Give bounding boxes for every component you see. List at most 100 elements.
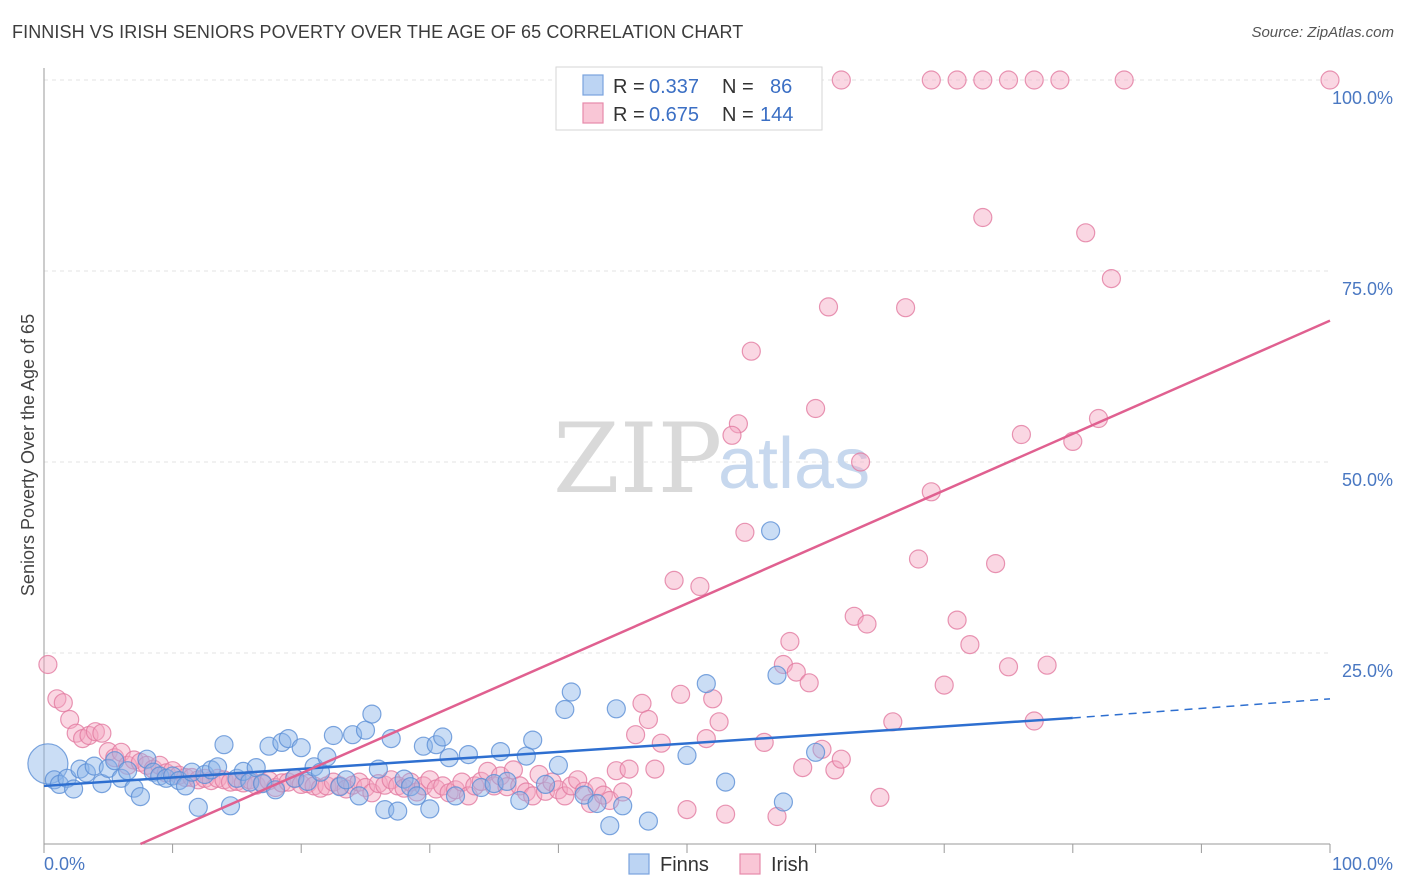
trend-lines <box>43 319 1331 846</box>
irish-point <box>895 298 916 318</box>
finns-point <box>111 768 131 788</box>
irish-point <box>735 522 755 542</box>
finns-point <box>490 741 511 762</box>
bottom-legend: Finns Irish <box>628 853 809 876</box>
irish-point <box>555 786 575 806</box>
finns-point <box>27 743 69 785</box>
irish-point <box>793 757 813 778</box>
finns-point <box>188 797 208 817</box>
irish-point <box>973 70 993 90</box>
irish-point <box>1320 70 1340 90</box>
finns-point <box>130 786 150 807</box>
irish-point <box>831 70 851 90</box>
y-axis-title: Seniors Poverty Over the Age of 65 <box>18 314 38 596</box>
irish-point <box>613 782 633 802</box>
irish-point <box>831 749 851 769</box>
finns-point <box>523 730 543 750</box>
finns-point <box>805 742 826 762</box>
finns-point <box>246 757 266 778</box>
finns-point <box>105 751 125 771</box>
legend-n-value-irish: 144 <box>760 104 793 126</box>
irish-point <box>92 723 112 743</box>
irish-point <box>1076 223 1096 243</box>
irish-point <box>1037 655 1057 675</box>
bottom-legend-swatch-irish <box>739 853 761 875</box>
finns-point <box>84 756 104 776</box>
legend-r-value-irish: 0.675 <box>649 104 699 126</box>
y-tick-label-3: 100.0% <box>1332 88 1393 108</box>
irish-point <box>741 341 761 361</box>
irish-point <box>664 570 684 591</box>
y-tick-label-1: 50.0% <box>1342 470 1393 490</box>
irish-point <box>947 70 967 90</box>
irish-point <box>85 722 106 742</box>
watermark-atlas: atlas <box>718 424 870 504</box>
irish-point <box>960 634 980 655</box>
irish-point <box>850 452 871 472</box>
finns-point <box>291 738 311 758</box>
irish-point <box>632 693 652 714</box>
finns-point <box>497 771 517 792</box>
chart-source: Source: ZipAtlas.com <box>1251 24 1394 41</box>
finns-point <box>57 768 77 788</box>
legend-r-value-finns: 0.337 <box>649 76 699 98</box>
legend-swatch-irish <box>582 102 604 124</box>
legend-r-label-irish: R = <box>613 104 645 126</box>
irish-point <box>870 787 890 808</box>
irish-point <box>651 733 671 753</box>
finns-point <box>426 735 446 755</box>
tick-labels: 25.0% 50.0% 75.0% 100.0% 0.0% 100.0% <box>44 88 1393 874</box>
finns-point <box>555 699 575 720</box>
finns-point <box>561 682 581 702</box>
finns-point <box>445 786 466 806</box>
finns-point <box>394 769 414 789</box>
finns-point <box>760 521 781 541</box>
irish-point <box>934 675 954 695</box>
irish-point <box>53 693 73 713</box>
irish-point <box>645 759 665 779</box>
finns-point <box>535 774 556 795</box>
irish-point <box>825 760 845 780</box>
finns-point <box>362 704 382 724</box>
legend-r-label-finns: R = <box>613 76 645 98</box>
finns-point <box>613 796 633 816</box>
finns-point <box>458 744 478 765</box>
finns-point <box>600 816 620 836</box>
irish-point <box>696 728 716 749</box>
watermark: ZIP atlas <box>553 403 870 515</box>
finns-trend-line <box>43 716 1073 788</box>
legend-n-label-irish: N = <box>722 104 754 126</box>
bottom-legend-swatch-finns <box>628 853 650 875</box>
irish-point <box>921 70 941 90</box>
chart-title: FINNISH VS IRISH SENIORS POVERTY OVER TH… <box>12 22 744 42</box>
irish-point <box>780 631 800 652</box>
finns-point <box>388 801 408 821</box>
irish-point <box>625 725 646 745</box>
irish-point <box>998 657 1019 677</box>
irish-point <box>754 732 774 753</box>
y-tick-label-0: 25.0% <box>1342 661 1393 681</box>
irish-point <box>1024 70 1044 90</box>
x-tick-label-0: 0.0% <box>44 854 85 874</box>
finns-point <box>98 758 118 779</box>
irish-point <box>1050 70 1070 90</box>
irish-point <box>908 549 929 569</box>
finns-point <box>677 745 697 766</box>
finns-point <box>420 799 440 819</box>
legend-n-label-finns: N = <box>722 76 754 98</box>
irish-point <box>973 207 993 228</box>
irish-point <box>998 70 1019 90</box>
finns-point <box>510 790 530 811</box>
irish-point <box>368 773 388 794</box>
irish-point <box>883 712 903 732</box>
irish-point <box>638 709 659 730</box>
finns-point <box>606 699 626 719</box>
irish-point <box>786 662 806 682</box>
finns-point <box>773 792 794 812</box>
legend-n-value-finns: 86 <box>770 76 792 98</box>
irish-point <box>799 673 819 693</box>
irish-point <box>677 799 697 820</box>
irish-point <box>947 610 967 630</box>
finns-point <box>433 727 453 747</box>
